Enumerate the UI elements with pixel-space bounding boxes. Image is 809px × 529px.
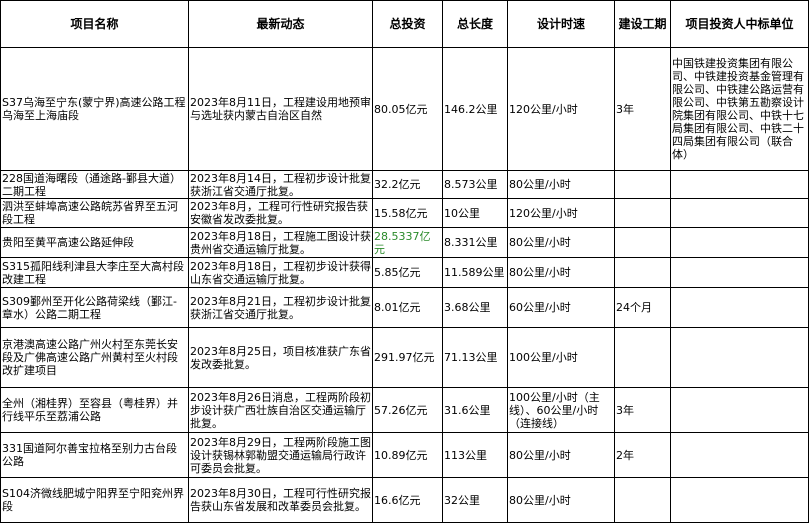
header-project-name: 项目名称 [0,0,189,48]
cell-total-investment: 10.89亿元 [372,432,443,478]
cell-winning-bidder [670,287,809,328]
table-row: S37乌海至宁东(蒙宁界)高速公路工程乌海至上海庙段 2023年8月11日，工程建… [0,47,809,171]
cell-total-length: 8.573公里 [442,170,508,199]
cell-latest-news: 2023年8月21日，工程初步设计批复获浙江省交通厅批复。 [188,287,373,328]
cell-total-investment: 57.26亿元 [372,387,443,433]
cell-winning-bidder [670,477,809,523]
cell-design-speed: 80公里/小时 [507,432,615,478]
table-row: 全州（湘桂界）至容县（粤桂界）并行线平乐至荔浦公路 2023年8月26日消息，工程… [0,387,809,433]
cell-project-name: 331国道阿尔善宝拉格至别力古台段公路 [0,432,189,478]
cell-project-name: S37乌海至宁东(蒙宁界)高速公路工程乌海至上海庙段 [0,47,189,171]
cell-total-length: 31.6公里 [442,387,508,433]
cell-winning-bidder [670,387,809,433]
cell-total-investment: 291.97亿元 [372,327,443,388]
cell-construction-period: 24个月 [614,287,671,328]
cell-project-name: 228国道海曙段（通途路-鄞县大道）二期工程 [0,170,189,199]
cell-winning-bidder [670,170,809,199]
cell-construction-period: 2年 [614,432,671,478]
cell-design-speed: 80公里/小时 [507,170,615,199]
cell-design-speed: 60公里/小时 [507,287,615,328]
cell-latest-news: 2023年8月29日，工程两阶段施工图设计获锡林郭勒盟交通运输局行政许可委员会批… [188,432,373,478]
cell-total-investment: 8.01亿元 [372,287,443,328]
header-construction-period: 建设工期 [614,0,671,48]
cell-latest-news: 2023年8月30日，工程可行性研究报告获山东省发展和改革委员会批复。 [188,477,373,523]
cell-construction-period [614,198,671,228]
cell-total-length: 113公里 [442,432,508,478]
cell-construction-period [614,257,671,288]
table-row: 228国道海曙段（通途路-鄞县大道）二期工程 2023年8月14日，工程初步设计批… [0,170,809,199]
cell-latest-news: 2023年8月11日，工程建设用地预审与选址获内蒙古自治区自然 [188,47,373,171]
cell-project-name: S104济微线肥城宁阳界至宁阳兖州界段 [0,477,189,523]
header-total-length: 总长度 [442,0,508,48]
cell-project-name: 京港澳高速公路广州火村至东莞长安段及广佛高速公路广州黄村至火村段改扩建项目 [0,327,189,388]
cell-design-speed: 120公里/小时 [507,47,615,171]
cell-latest-news: 2023年8月18日，工程初步设计获得山东省交通运输厅批复。 [188,257,373,288]
cell-total-length: 71.13公里 [442,327,508,388]
cell-total-investment: 28.5337亿元 [372,227,443,258]
cell-total-length: 10公里 [442,198,508,228]
cell-total-investment: 15.58亿元 [372,198,443,228]
cell-latest-news: 2023年8月，工程可行性研究报告获安徽省发改委批复。 [188,198,373,228]
cell-total-length: 11.589公里 [442,257,508,288]
cell-latest-news: 2023年8月25日，项目核准获广东省发改委批复。 [188,327,373,388]
cell-total-investment: 16.6亿元 [372,477,443,523]
cell-winning-bidder [670,327,809,388]
table-row: 331国道阿尔善宝拉格至别力古台段公路 2023年8月29日，工程两阶段施工图设计… [0,432,809,478]
header-design-speed: 设计时速 [507,0,615,48]
cell-latest-news: 2023年8月14日，工程初步设计批复获浙江省交通厅批复。 [188,170,373,199]
cell-winning-bidder: 中国铁建投资集团有限公司、中铁建投资基金管理有限公司、中铁建公路运营有限公司、中… [670,47,809,171]
cell-total-length: 3.68公里 [442,287,508,328]
cell-total-investment: 80.05亿元 [372,47,443,171]
header-total-investment: 总投资 [372,0,443,48]
header-winning-bidder: 项目投资人中标单位 [670,0,809,48]
cell-total-length: 32公里 [442,477,508,523]
cell-latest-news: 2023年8月26日消息，工程两阶段初步设计获广西壮族自治区交通运输厅批复。 [188,387,373,433]
header-row: 项目名称 最新动态 总投资 总长度 设计时速 建设工期 项目投资人中标单位 [0,0,809,48]
cell-project-name: S309鄞州至开化公路荷梁线（鄞江-章水）公路二期工程 [0,287,189,328]
cell-construction-period [614,170,671,199]
cell-winning-bidder [670,432,809,478]
table-row: S309鄞州至开化公路荷梁线（鄞江-章水）公路二期工程 2023年8月21日，工程… [0,287,809,328]
table-row: S104济微线肥城宁阳界至宁阳兖州界段 2023年8月30日，工程可行性研究报告获… [0,477,809,523]
cell-winning-bidder [670,227,809,258]
cell-construction-period [614,227,671,258]
cell-design-speed: 100公里/小时 [507,327,615,388]
cell-project-name: S315孤阳线利津县大李庄至大高村段改建工程 [0,257,189,288]
cell-construction-period [614,477,671,523]
table-row: 泗洪至蚌埠高速公路皖苏省界至五河段工程 2023年8月，工程可行性研究报告获安徽省… [0,198,809,228]
table-row: 贵阳至黄平高速公路延伸段 2023年8月18日，工程施工图设计获贵州省交通运输厅批… [0,227,809,258]
cell-winning-bidder [670,198,809,228]
cell-construction-period: 3年 [614,387,671,433]
cell-construction-period [614,327,671,388]
cell-construction-period: 3年 [614,47,671,171]
cell-latest-news: 2023年8月18日，工程施工图设计获贵州省交通运输厅批复。 [188,227,373,258]
cell-design-speed: 120公里/小时 [507,198,615,228]
header-latest-news: 最新动态 [188,0,373,48]
cell-project-name: 全州（湘桂界）至容县（粤桂界）并行线平乐至荔浦公路 [0,387,189,433]
cell-total-length: 146.2公里 [442,47,508,171]
cell-design-speed: 100公里/小时（主线）、60公里/小时（连接线） [507,387,615,433]
cell-design-speed: 80公里/小时 [507,477,615,523]
table-row: S315孤阳线利津县大李庄至大高村段改建工程 2023年8月18日，工程初步设计获… [0,257,809,288]
cell-total-investment: 5.85亿元 [372,257,443,288]
cell-project-name: 泗洪至蚌埠高速公路皖苏省界至五河段工程 [0,198,189,228]
cell-total-investment: 32.2亿元 [372,170,443,199]
cell-project-name: 贵阳至黄平高速公路延伸段 [0,227,189,258]
cell-design-speed: 80公里/小时 [507,257,615,288]
cell-design-speed: 80公里/小时 [507,227,615,258]
cell-total-length: 8.331公里 [442,227,508,258]
table-row: 京港澳高速公路广州火村至东莞长安段及广佛高速公路广州黄村至火村段改扩建项目 202… [0,327,809,388]
cell-winning-bidder [670,257,809,288]
